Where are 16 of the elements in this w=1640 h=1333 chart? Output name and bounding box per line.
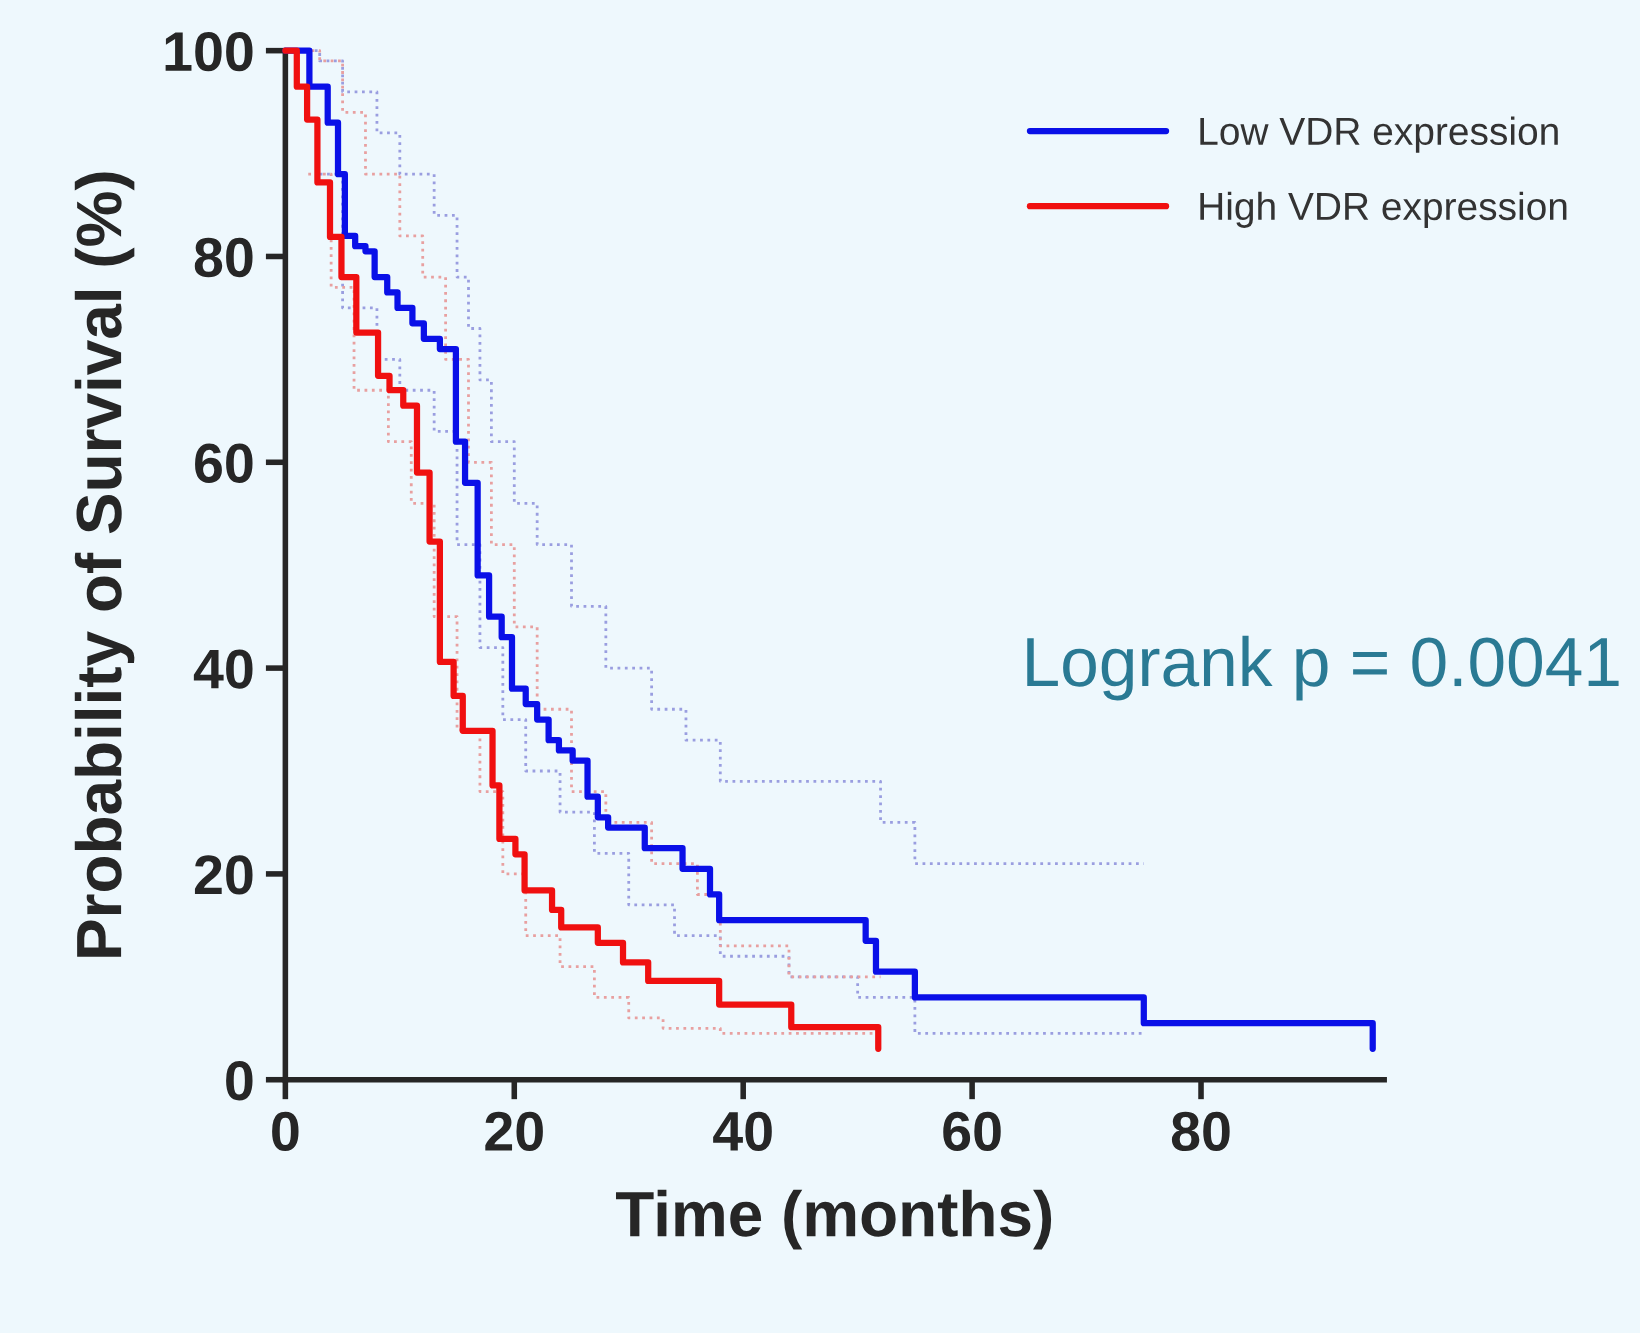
- x-tick-label: 0: [272, 1111, 299, 1152]
- x-tick-label: 40: [713, 1111, 772, 1152]
- y-tick-label: 100: [165, 31, 253, 72]
- y-tick-label: 80: [194, 237, 253, 278]
- legend-label: Low VDR expression: [1200, 116, 1558, 153]
- y-tick-label: 0: [226, 1061, 253, 1101]
- legend-label: High VDR expression: [1200, 191, 1567, 228]
- x-tick-label: 60: [943, 1111, 1001, 1152]
- y-axis-title: Probability of Survival (%): [74, 172, 135, 957]
- x-tick-label: 80: [1171, 1111, 1230, 1152]
- y-tick-label: 40: [193, 649, 253, 689]
- x-axis-title: Time (months): [616, 1189, 1052, 1250]
- y-tick-label: 60: [195, 443, 253, 483]
- x-tick-label: 20: [485, 1111, 543, 1152]
- annotation: Logrank p = 0.0041: [1027, 635, 1619, 701]
- y-tick-label: 20: [194, 855, 253, 895]
